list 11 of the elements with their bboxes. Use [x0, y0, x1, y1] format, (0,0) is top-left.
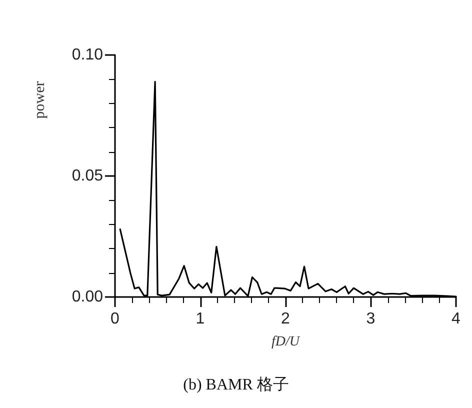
y-tick-label: 0.05 [72, 168, 104, 184]
y-axis-title: power [32, 81, 48, 119]
y-tick-label: 0.00 [72, 288, 104, 306]
text: (b) BAMR 格子 [183, 376, 289, 394]
x-tick-label: 3 [366, 310, 376, 328]
y-tick-label: 0.10 [72, 46, 104, 64]
x-tick-label: 2 [281, 310, 290, 328]
x-tick-label: 0 [110, 310, 120, 328]
x-tick-label: 4 [452, 310, 461, 328]
x-axis-title: fD/U [272, 334, 300, 350]
x-tick-label: 1 [196, 310, 205, 328]
